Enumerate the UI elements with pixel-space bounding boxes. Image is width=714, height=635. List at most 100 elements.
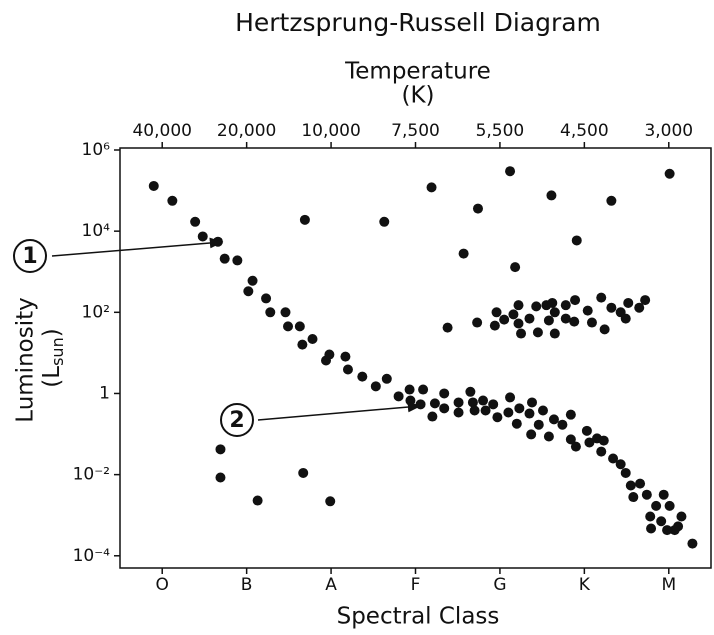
star (662, 525, 673, 536)
star (418, 384, 429, 395)
star (465, 386, 476, 397)
star (379, 216, 390, 227)
annotation-label: 1 (22, 244, 37, 269)
star (491, 307, 502, 318)
star (458, 248, 469, 259)
star (167, 195, 178, 206)
plot-frame (119, 147, 712, 569)
y-axis-title: Luminosity (13, 297, 39, 422)
y-axis-unit: (Lsun) (39, 328, 67, 387)
star (480, 405, 491, 416)
star (252, 495, 263, 506)
star (514, 403, 525, 414)
star (508, 309, 519, 320)
star (516, 328, 527, 339)
star (215, 444, 226, 455)
star (669, 525, 680, 536)
star (641, 489, 652, 500)
star (243, 286, 254, 297)
star (581, 425, 592, 436)
star (571, 235, 582, 246)
star (547, 297, 558, 308)
star (598, 435, 609, 446)
star (357, 371, 368, 382)
star (634, 302, 645, 313)
star (503, 407, 514, 418)
y-tick-label: 10² (82, 302, 110, 322)
star (570, 295, 581, 306)
star (560, 313, 571, 324)
top-tick-label: 4,500 (560, 121, 609, 141)
y-tick-label: 10⁻⁴ (73, 546, 111, 566)
star (596, 446, 607, 457)
star (511, 418, 522, 429)
star (531, 301, 542, 312)
star (676, 511, 687, 522)
star (537, 405, 548, 416)
star (415, 399, 426, 410)
star (190, 216, 201, 227)
x-tick-label: M (661, 575, 676, 595)
star (510, 262, 521, 273)
star (148, 180, 159, 191)
star (280, 307, 291, 318)
star (442, 322, 453, 333)
star (584, 437, 595, 448)
star (615, 459, 626, 470)
star (586, 317, 597, 328)
star (261, 293, 272, 304)
y-tick-label: 1 (99, 383, 110, 403)
annotation-arrow (257, 401, 422, 421)
star (426, 182, 437, 193)
star (524, 408, 535, 419)
star (656, 516, 667, 527)
star (606, 195, 617, 206)
star (478, 395, 489, 406)
x-axis-title: Spectral Class (337, 604, 500, 630)
star (543, 315, 554, 326)
top-tick-label: 10,000 (301, 121, 360, 141)
star (307, 333, 318, 344)
star (472, 203, 483, 214)
star (582, 305, 593, 316)
star (513, 300, 524, 311)
x-tick-label: F (411, 575, 421, 595)
star (658, 489, 669, 500)
star (620, 313, 631, 324)
y-tick-label: 10⁶ (82, 140, 111, 160)
star (664, 500, 675, 511)
top-tick-label: 20,000 (217, 121, 276, 141)
star (543, 431, 554, 442)
star (232, 255, 243, 266)
top-tick-label: 7,500 (391, 121, 440, 141)
top-tick-label: 5,500 (476, 121, 525, 141)
star (548, 414, 559, 425)
star (453, 397, 464, 408)
star (488, 399, 499, 410)
star (247, 275, 258, 286)
star (469, 405, 480, 416)
x-tick-label: K (579, 575, 591, 595)
star (453, 407, 464, 418)
star (628, 492, 639, 503)
star (532, 327, 543, 338)
star (439, 403, 450, 414)
star (427, 411, 438, 422)
star (635, 478, 646, 489)
star (299, 214, 310, 225)
star (651, 500, 662, 511)
top-axis-unit: (K) (401, 83, 434, 109)
top-tick-label: 3,000 (644, 121, 693, 141)
star (533, 419, 544, 430)
star (393, 391, 404, 402)
star (565, 434, 576, 445)
star (570, 441, 581, 452)
star (645, 511, 656, 522)
star (557, 419, 568, 430)
star (439, 388, 450, 399)
star (283, 321, 294, 332)
star (342, 364, 353, 375)
star (625, 480, 636, 491)
star (219, 253, 230, 264)
